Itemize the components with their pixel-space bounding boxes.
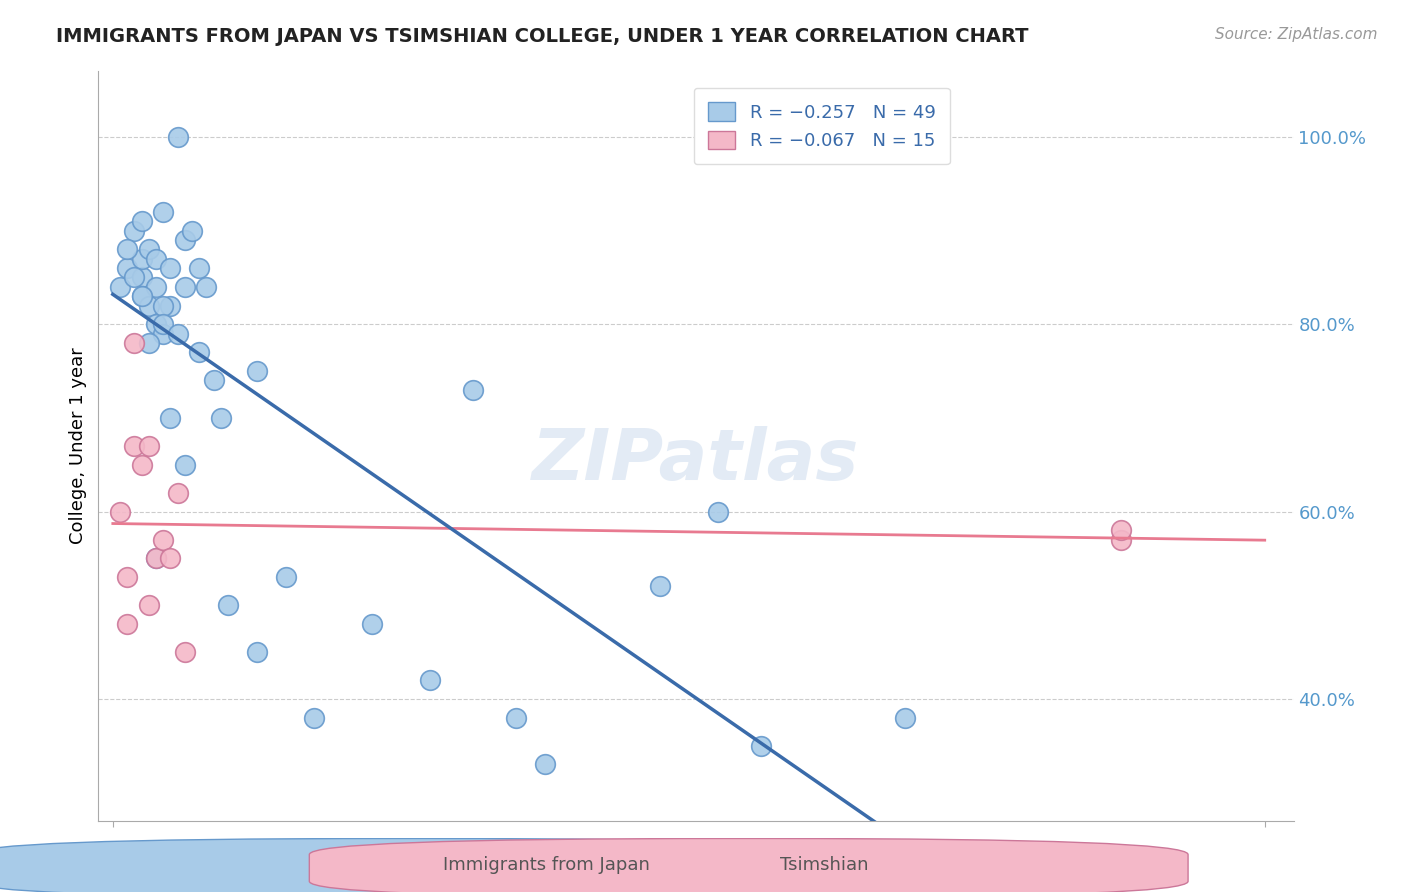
Point: [706, 505, 728, 519]
Point: [648, 580, 671, 594]
Point: [173, 280, 195, 294]
Text: Tsimshian: Tsimshian: [780, 856, 869, 874]
Point: [166, 326, 188, 341]
Point: [159, 261, 181, 276]
Point: [138, 243, 160, 257]
Point: [152, 299, 174, 313]
Point: [188, 261, 211, 276]
Point: [131, 289, 153, 303]
Point: [145, 551, 167, 566]
Point: [145, 252, 167, 266]
Point: [1109, 524, 1132, 538]
Point: [246, 645, 269, 659]
Point: [124, 336, 146, 351]
Point: [152, 205, 174, 219]
Point: [124, 439, 146, 453]
Point: [505, 710, 527, 724]
Point: [115, 261, 138, 276]
Point: [533, 757, 555, 772]
Point: [108, 280, 131, 294]
Text: Source: ZipAtlas.com: Source: ZipAtlas.com: [1215, 27, 1378, 42]
Point: [166, 130, 188, 145]
Point: [419, 673, 441, 688]
Text: ZIPatlas: ZIPatlas: [533, 426, 859, 495]
Point: [159, 299, 181, 313]
Point: [173, 233, 195, 247]
Point: [152, 533, 174, 547]
Point: [108, 505, 131, 519]
Point: [173, 458, 195, 472]
Point: [138, 299, 160, 313]
Point: [217, 599, 239, 613]
Point: [246, 364, 269, 378]
Point: [188, 345, 211, 359]
Point: [159, 410, 181, 425]
Point: [202, 374, 225, 388]
FancyBboxPatch shape: [309, 838, 1188, 892]
Point: [131, 458, 153, 472]
Point: [131, 270, 153, 285]
Point: [181, 224, 204, 238]
Point: [145, 551, 167, 566]
Point: [115, 617, 138, 632]
Point: [749, 739, 772, 753]
Point: [138, 336, 160, 351]
Point: [209, 410, 232, 425]
Point: [145, 318, 167, 332]
Point: [145, 280, 167, 294]
Point: [115, 243, 138, 257]
Point: [152, 318, 174, 332]
Point: [131, 252, 153, 266]
Point: [1109, 533, 1132, 547]
Point: [304, 710, 326, 724]
Point: [461, 383, 484, 397]
Point: [115, 570, 138, 584]
Point: [138, 439, 160, 453]
FancyBboxPatch shape: [0, 838, 851, 892]
Point: [893, 710, 915, 724]
Point: [131, 289, 153, 303]
Point: [131, 214, 153, 228]
Point: [195, 280, 218, 294]
Point: [152, 326, 174, 341]
Point: [138, 599, 160, 613]
Text: IMMIGRANTS FROM JAPAN VS TSIMSHIAN COLLEGE, UNDER 1 YEAR CORRELATION CHART: IMMIGRANTS FROM JAPAN VS TSIMSHIAN COLLE…: [56, 27, 1029, 45]
Point: [124, 270, 146, 285]
Point: [124, 224, 146, 238]
Point: [173, 645, 195, 659]
Point: [274, 570, 297, 584]
Point: [361, 617, 384, 632]
Legend: R = −0.257   N = 49, R = −0.067   N = 15: R = −0.257 N = 49, R = −0.067 N = 15: [693, 88, 950, 164]
Point: [159, 551, 181, 566]
Point: [166, 485, 188, 500]
Y-axis label: College, Under 1 year: College, Under 1 year: [69, 348, 87, 544]
Text: Immigrants from Japan: Immigrants from Japan: [443, 856, 650, 874]
